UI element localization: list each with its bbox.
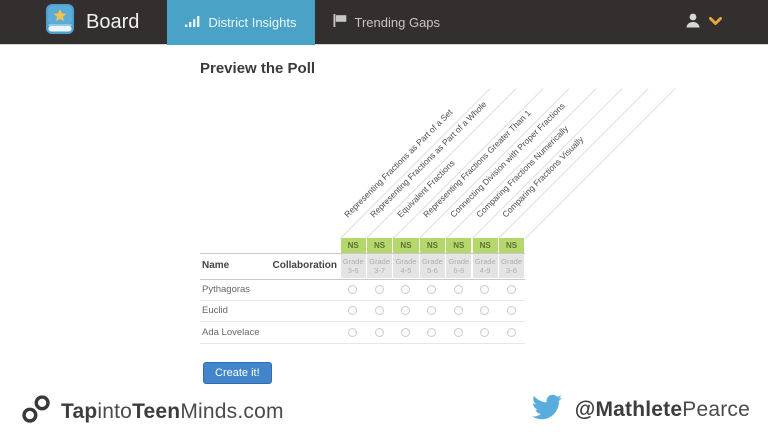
student-name: Euclid: [202, 305, 228, 317]
poll-radio[interactable]: [427, 284, 437, 294]
poll-radio[interactable]: [427, 327, 437, 337]
grade-cell: Grade 3-7: [366, 254, 393, 278]
star-icon: [53, 9, 67, 22]
grade-range: 6-8: [453, 266, 465, 275]
user-icon: [685, 12, 701, 33]
header-bottom-border: [200, 279, 525, 280]
grade-cell: Grade 3-6: [340, 254, 366, 278]
poll-radio[interactable]: [453, 327, 463, 337]
poll-radio[interactable]: [348, 306, 358, 316]
poll-radio[interactable]: [348, 284, 358, 294]
grade-cell: Grade 3-6: [498, 254, 525, 278]
grade-range: 3-6: [347, 266, 359, 275]
poll-radio[interactable]: [401, 327, 410, 337]
header-top-border: [200, 253, 525, 254]
grade-cell: Grade 4-9: [472, 254, 498, 278]
strand-cell: NS: [472, 238, 498, 253]
twitter-handle: @MathletePearce: [574, 397, 750, 421]
grade-range: 4-5: [400, 266, 412, 275]
poll-radio[interactable]: [506, 327, 516, 337]
top-navbar: Board District Insights Trending Gap: [0, 0, 768, 45]
poll-radio[interactable]: [480, 306, 490, 316]
poll-radio[interactable]: [480, 284, 490, 294]
tab-label: District Insights: [208, 14, 297, 30]
grade-label: Grade: [369, 257, 391, 266]
student-name: Ada Lovelace: [202, 326, 260, 338]
collaboration-column-header: Collaboration: [272, 260, 337, 271]
table-row: Euclid: [200, 301, 525, 322]
poll-radio[interactable]: [506, 306, 516, 316]
name-column-header: Name: [202, 260, 230, 271]
brand-name: Board: [86, 10, 140, 33]
chevron-down-icon: [709, 13, 722, 31]
grade-range: 3-6: [506, 266, 517, 275]
flag-icon: [333, 14, 347, 30]
grade-range: 3-7: [374, 266, 385, 275]
strand-cell: NS: [393, 238, 419, 253]
student-name: Pythagoras: [202, 283, 251, 295]
grade-cell: Grade 4-5: [393, 254, 419, 278]
brand-home[interactable]: Board: [46, 4, 139, 40]
strand-cell: NS: [340, 238, 366, 253]
grade-label: Grade: [421, 257, 443, 266]
grade-label: Grade: [448, 257, 470, 266]
grade-label: Grade: [395, 257, 417, 266]
poll-radio[interactable]: [348, 327, 358, 337]
twitter-icon: [529, 392, 565, 427]
strand-cell: NS: [446, 238, 472, 253]
strand-cell: NS: [366, 238, 393, 253]
bar-chart-icon: [185, 15, 200, 30]
link-icon: [20, 393, 52, 430]
grade-label: Grade: [501, 257, 523, 266]
grade-cell: Grade 6-8: [446, 254, 472, 278]
poll-radio[interactable]: [453, 306, 463, 316]
poll-radio[interactable]: [401, 284, 410, 294]
poll-radio[interactable]: [374, 327, 384, 337]
page-title: Preview the Poll: [200, 60, 316, 77]
grade-range: 4-9: [479, 266, 491, 275]
table-row: Ada Lovelace: [200, 322, 525, 344]
twitter-handle-link[interactable]: @MathletePearce: [529, 392, 750, 427]
tab-label: Trending Gaps: [354, 14, 441, 30]
poll-radio[interactable]: [453, 284, 463, 294]
user-menu[interactable]: [685, 12, 722, 33]
site-name: TapintoTeenMinds.com: [61, 399, 284, 423]
table-row: Pythagoras: [200, 279, 525, 301]
grade-range: 5-6: [426, 266, 438, 275]
grade-cell: Grade 5-6: [419, 254, 446, 278]
poll-preview-table: Representing Fractions as Part of a Set R…: [200, 85, 676, 347]
create-poll-button[interactable]: Create it!: [203, 362, 272, 384]
grade-label: Grade: [342, 257, 364, 266]
strand-cell: NS: [498, 238, 525, 253]
poll-radio[interactable]: [480, 327, 490, 337]
board-logo-icon: [46, 4, 74, 40]
site-link[interactable]: TapintoTeenMinds.com: [20, 393, 284, 430]
poll-radio[interactable]: [374, 306, 384, 316]
poll-radio[interactable]: [401, 306, 410, 316]
grade-label: Grade: [474, 257, 496, 266]
strand-cell: NS: [419, 238, 446, 253]
tab-trending-gaps[interactable]: Trending Gaps: [315, 0, 459, 45]
tab-district-insights[interactable]: District Insights: [167, 0, 315, 45]
poll-radio[interactable]: [506, 284, 516, 294]
poll-radio[interactable]: [374, 284, 384, 294]
poll-radio[interactable]: [427, 306, 437, 316]
